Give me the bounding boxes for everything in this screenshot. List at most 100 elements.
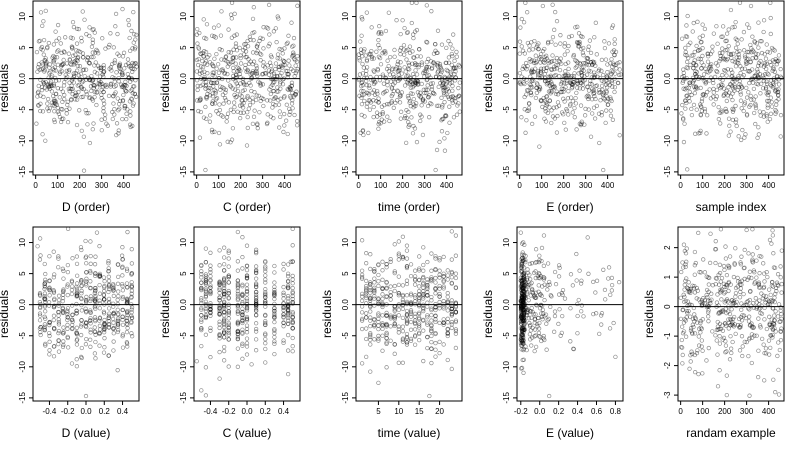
data-point [117, 65, 122, 70]
data-point [590, 111, 595, 116]
data-point [520, 295, 525, 300]
data-point [240, 320, 245, 326]
data-point [529, 315, 534, 320]
data-point [285, 293, 291, 299]
data-point [417, 292, 422, 297]
data-point [43, 297, 48, 302]
data-point [74, 261, 80, 267]
data-point [240, 105, 246, 110]
data-point [518, 311, 524, 316]
data-point [685, 299, 691, 304]
data-point [57, 114, 63, 120]
data-point [524, 67, 529, 72]
data-point [767, 237, 773, 243]
data-point [92, 351, 98, 356]
y-axis-title: residuals [481, 290, 495, 338]
data-point [444, 92, 449, 97]
data-point [293, 92, 298, 97]
data-point [730, 97, 735, 103]
data-point [714, 68, 719, 74]
data-point [51, 58, 56, 64]
data-point [542, 54, 547, 60]
data-point [688, 326, 694, 331]
data-point [749, 321, 754, 326]
data-point [74, 308, 79, 313]
data-point [376, 262, 381, 267]
data-point [755, 67, 760, 72]
data-point [546, 316, 551, 322]
data-point [231, 47, 236, 52]
data-point [396, 313, 401, 318]
data-point [290, 259, 295, 264]
data-point [97, 331, 102, 337]
data-point [519, 303, 524, 308]
data-point [770, 332, 775, 338]
data-point [222, 292, 227, 298]
data-point [388, 259, 393, 264]
data-point [203, 272, 209, 277]
data-point [69, 326, 75, 332]
data-point [696, 56, 701, 61]
data-point [448, 71, 454, 76]
data-point [776, 87, 781, 92]
data-point [412, 333, 418, 338]
data-point [376, 316, 381, 321]
data-point [757, 75, 762, 81]
data-point [108, 82, 113, 87]
data-point [361, 132, 366, 138]
data-point [392, 308, 397, 314]
data-point [67, 80, 72, 85]
data-point [602, 39, 607, 44]
data-point [417, 254, 422, 259]
data-point [577, 268, 582, 273]
data-point [450, 83, 455, 89]
data-point [239, 94, 244, 99]
data-point [615, 61, 620, 66]
data-point [208, 283, 213, 288]
data-point [402, 52, 407, 57]
data-point [521, 314, 526, 319]
data-point [253, 264, 259, 269]
data-point [70, 256, 75, 261]
data-point [80, 94, 86, 99]
data-point [50, 66, 56, 71]
data-point [729, 350, 734, 356]
data-point [575, 301, 580, 307]
y-tick-label: 5 [341, 45, 350, 50]
data-point [116, 289, 121, 294]
data-point [546, 89, 552, 94]
data-point [277, 73, 283, 78]
data-point [756, 60, 762, 66]
data-point [765, 105, 770, 110]
data-point [364, 10, 369, 15]
data-point [733, 117, 739, 122]
data-point [129, 331, 134, 336]
data-point [763, 351, 769, 356]
data-point [576, 44, 582, 49]
data-point [49, 83, 54, 89]
data-point [681, 67, 686, 72]
data-point [93, 318, 98, 324]
data-point [122, 103, 127, 109]
data-point [281, 284, 286, 290]
data-point [694, 296, 699, 301]
data-point [235, 336, 241, 342]
data-point [56, 330, 61, 336]
data-point [772, 322, 777, 327]
data-point [519, 313, 524, 319]
data-point [125, 107, 130, 112]
data-point [101, 296, 107, 302]
data-point [213, 97, 219, 102]
data-point [433, 280, 438, 285]
data-point [56, 322, 62, 327]
data-point [706, 54, 711, 59]
data-point [376, 311, 381, 316]
data-point [533, 295, 539, 300]
data-point [710, 49, 715, 54]
data-point [380, 333, 385, 338]
data-point [520, 297, 525, 302]
data-point [368, 315, 373, 320]
data-point [264, 25, 269, 30]
data-point [62, 50, 67, 55]
data-point [263, 287, 268, 292]
